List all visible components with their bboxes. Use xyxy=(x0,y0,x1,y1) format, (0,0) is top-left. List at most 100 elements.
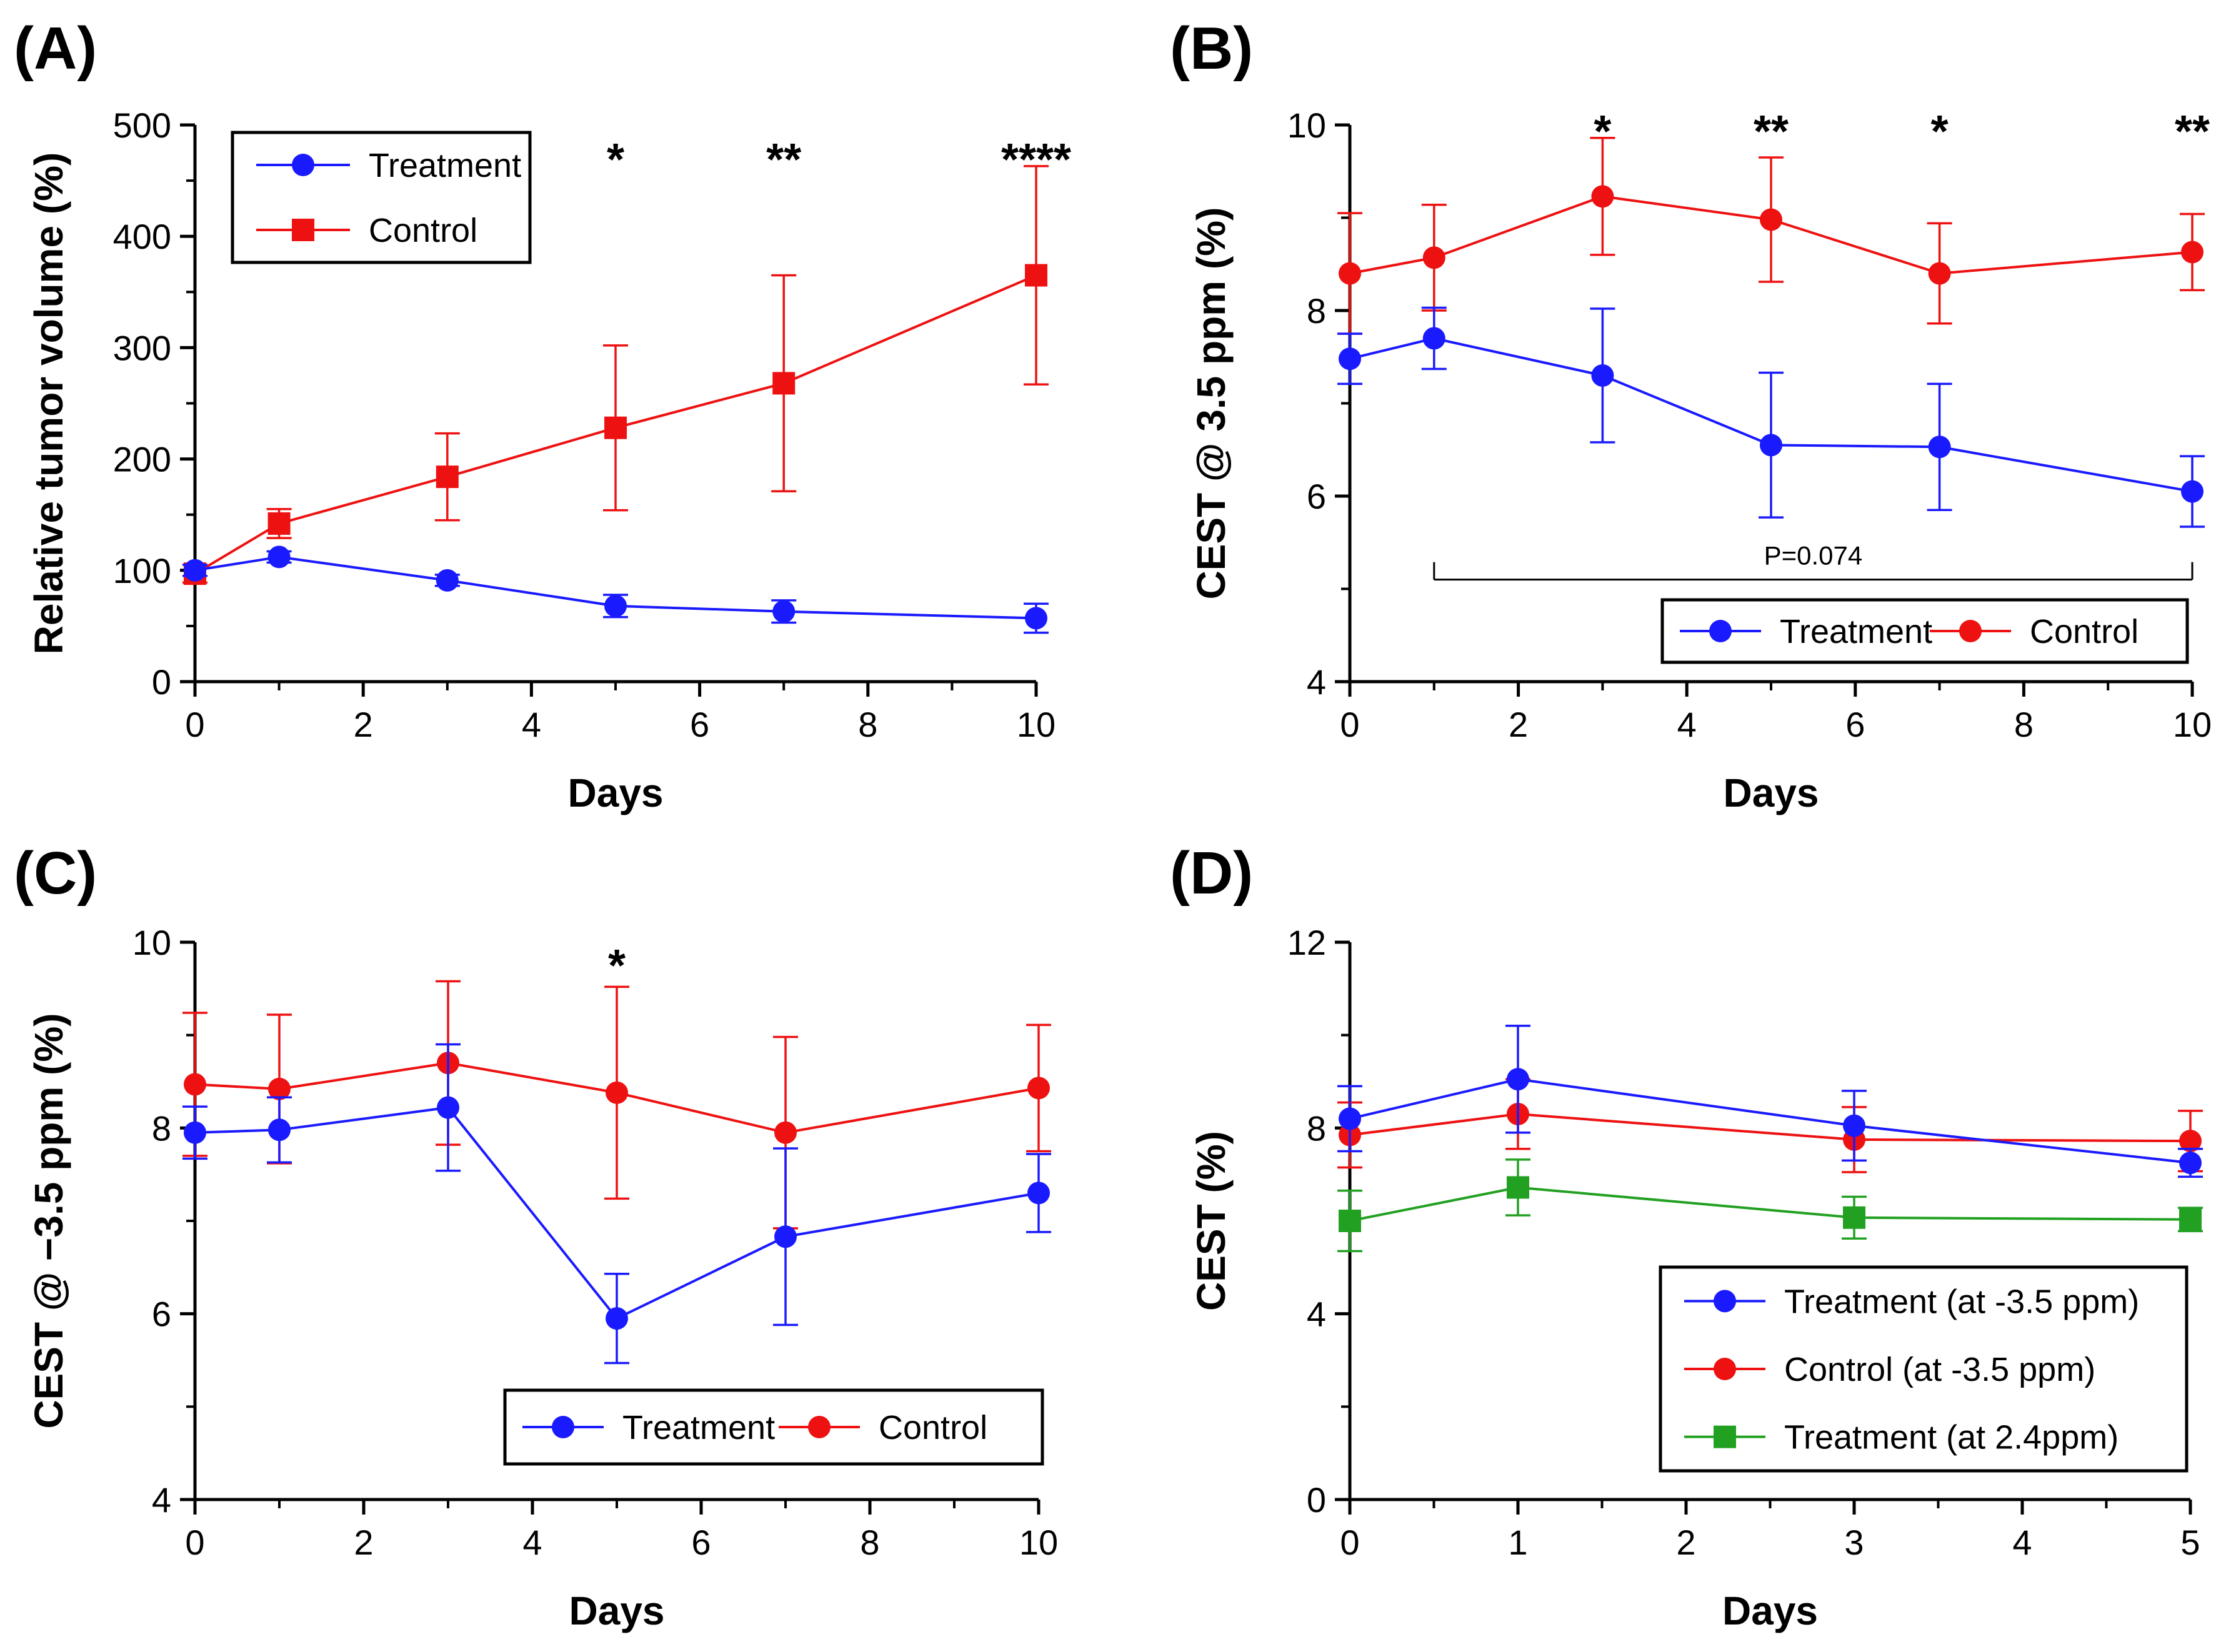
y-tick-label: 0 xyxy=(152,662,171,702)
legend-label: Control xyxy=(879,1409,987,1446)
data-point xyxy=(267,512,291,535)
legend-label: Control xyxy=(2030,613,2139,650)
legend-swatch-marker xyxy=(1709,620,1732,642)
x-tick-label: 0 xyxy=(185,705,204,744)
x-tick-label: 5 xyxy=(2180,1523,2200,1562)
y-tick-label: 12 xyxy=(1287,923,1326,962)
y-tick-label: 4 xyxy=(152,1480,171,1520)
y-tick-label: 10 xyxy=(132,923,171,962)
x-tick-label: 2 xyxy=(1509,705,1528,744)
y-tick-label: 4 xyxy=(1307,662,1326,702)
data-point xyxy=(1843,1114,1865,1137)
legend-label: Treatment xyxy=(1780,613,1932,650)
legend-swatch-marker xyxy=(1714,1358,1736,1380)
y-tick-label: 200 xyxy=(113,440,171,479)
legend-swatch-marker xyxy=(292,219,314,241)
legend-label: Control (at -3.5 ppm) xyxy=(1784,1351,2095,1388)
x-tick-label: 10 xyxy=(2173,705,2212,744)
significance-marker: ** xyxy=(766,135,801,185)
legend: Treatment Control xyxy=(231,131,532,264)
significance-marker: ** xyxy=(1754,107,1789,157)
data-point xyxy=(437,1096,459,1119)
x-tick-label: 3 xyxy=(1844,1523,1864,1562)
legend-item: Control xyxy=(1930,613,2139,650)
axes: 0 100 200 300 400 500 0 2 4 6 8 10 xyxy=(113,106,1056,744)
x-axis-title: Days xyxy=(1724,770,1819,815)
data-point xyxy=(774,1225,797,1248)
y-axis-title: Relative tumor volume (%) xyxy=(26,152,71,655)
series-line xyxy=(1349,1186,2191,1222)
data-point xyxy=(1027,1077,1050,1100)
significance-marker: ** xyxy=(2175,107,2210,157)
x-tick-label: 2 xyxy=(354,1523,373,1562)
y-tick-label: 0 xyxy=(1307,1480,1326,1520)
x-tick-label: 2 xyxy=(354,705,373,744)
data-point xyxy=(2181,241,2204,264)
data-point xyxy=(436,569,459,592)
series-1 xyxy=(182,980,1051,1230)
legend-item: Treatment (at -3.5 ppm) xyxy=(1684,1283,2139,1320)
x-tick-label: 8 xyxy=(858,705,877,744)
data-point xyxy=(606,1307,628,1330)
data-point xyxy=(1339,1107,1361,1130)
x-tick-label: 4 xyxy=(2012,1523,2032,1562)
significance-marker: * xyxy=(608,941,626,991)
data-point xyxy=(1339,347,1361,371)
p-value-label: P=0.074 xyxy=(1764,541,1863,570)
x-tick-label: 8 xyxy=(860,1523,879,1562)
data-point xyxy=(184,559,206,582)
panel-label: (D) xyxy=(1170,840,1253,907)
x-axis-title: Days xyxy=(568,770,664,815)
y-tick-label: 500 xyxy=(113,106,171,145)
data-point xyxy=(184,1073,206,1096)
series-0 xyxy=(1337,306,2205,528)
data-point xyxy=(1422,246,1445,269)
legend: Treatment Control xyxy=(503,1388,1044,1466)
significance-marker: **** xyxy=(1001,135,1071,185)
series-line xyxy=(194,274,1037,575)
legend-item: Control (at -3.5 ppm) xyxy=(1684,1351,2095,1388)
legend-item: Treatment (at 2.4ppm) xyxy=(1684,1419,2119,1456)
data-point xyxy=(1928,435,1951,459)
series-line xyxy=(1349,1113,2191,1143)
series-2 xyxy=(1337,1158,2203,1253)
legend-swatch-marker xyxy=(1714,1290,1736,1313)
legend-label: Treatment (at -3.5 ppm) xyxy=(1784,1283,2139,1320)
y-tick-label: 400 xyxy=(113,217,171,256)
x-tick-label: 0 xyxy=(1340,1523,1359,1562)
y-tick-label: 8 xyxy=(1307,291,1326,331)
series-line xyxy=(194,1062,1039,1134)
panel-a: (A) 0 100 200 300 400 500 0 2 4 6 8 10 Days Relative t… xyxy=(14,15,1071,815)
data-point xyxy=(1025,607,1047,630)
panel-label: (B) xyxy=(1170,15,1253,82)
data-point xyxy=(606,1081,628,1104)
legend-box xyxy=(231,131,532,264)
legend-item: Treatment xyxy=(256,147,521,184)
x-tick-label: 4 xyxy=(522,1523,542,1562)
y-axis-title: CEST @ −3.5 ppm (%) xyxy=(26,1013,71,1428)
y-tick-label: 4 xyxy=(1307,1295,1326,1334)
legend-label: Control xyxy=(369,212,477,249)
data-point xyxy=(604,416,627,439)
panel-label: (A) xyxy=(14,15,97,82)
significance-marker: * xyxy=(1931,107,1949,157)
x-tick-label: 0 xyxy=(1340,705,1359,744)
x-tick-label: 0 xyxy=(185,1523,204,1562)
data-point xyxy=(1591,185,1614,208)
series-0 xyxy=(1337,1025,2203,1178)
data-point xyxy=(1507,1068,1529,1091)
series-0 xyxy=(182,1043,1051,1365)
data-point xyxy=(1422,327,1445,350)
data-point xyxy=(1339,262,1361,285)
series-line xyxy=(1349,1078,2191,1165)
legend-label: Treatment xyxy=(369,147,521,184)
legend-swatch-marker xyxy=(808,1416,831,1438)
significance-marker: * xyxy=(1594,107,1611,157)
data-point xyxy=(268,1118,291,1142)
y-tick-label: 10 xyxy=(1287,106,1326,145)
x-axis-title: Days xyxy=(1722,1588,1818,1633)
data-point xyxy=(1027,1182,1050,1205)
